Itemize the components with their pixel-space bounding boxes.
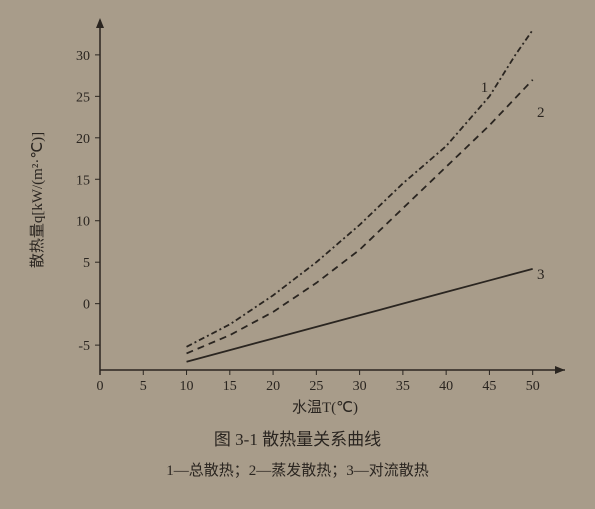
y-tick-label: 0 [83,298,90,313]
x-axis-label: 水温T(℃) [292,399,358,416]
x-tick-label: 50 [526,379,540,394]
figure-legend: 1—总散热；2—蒸发散热；3—对流散热 [166,462,429,479]
x-tick-label: 25 [309,379,323,394]
x-axis-arrow [555,366,565,374]
figure-caption: 图 3-1 散热量关系曲线 [214,430,381,449]
x-tick-label: 20 [266,379,280,394]
x-tick-label: 40 [439,379,453,394]
line-chart: 0 5 10 15 20 25 30 35 40 45 50 -5 0 5 10 15 20 25 30 1 2 3 水温T… [0,0,595,509]
x-tick-label: 10 [180,379,194,394]
y-axis-arrow [96,18,104,28]
series-3 [187,269,533,362]
x-tick-label: 30 [353,379,367,394]
series-label-1: 1 [481,80,489,96]
series-1 [187,30,533,347]
y-tick-label: 15 [76,173,90,188]
series-2 [187,80,533,354]
y-tick-label: 5 [83,256,90,271]
series-label-2: 2 [537,105,545,121]
y-axis-label: 散热量q[kW/(m²·℃)] [29,132,46,268]
y-tick-label: 10 [76,215,90,230]
chart-container: 0 5 10 15 20 25 30 35 40 45 50 -5 0 5 10 15 20 25 30 1 2 3 水温T… [0,0,595,509]
x-tick-label: 45 [482,379,496,394]
x-tick-label: 35 [396,379,410,394]
x-tick-label: 0 [97,379,104,394]
series-label-3: 3 [537,267,545,283]
y-tick-label: -5 [78,339,90,354]
y-tick-label: 25 [76,90,90,105]
y-tick-label: 20 [76,132,90,147]
x-tick-label: 15 [223,379,237,394]
y-tick-label: 30 [76,49,90,64]
x-tick-label: 5 [140,379,147,394]
